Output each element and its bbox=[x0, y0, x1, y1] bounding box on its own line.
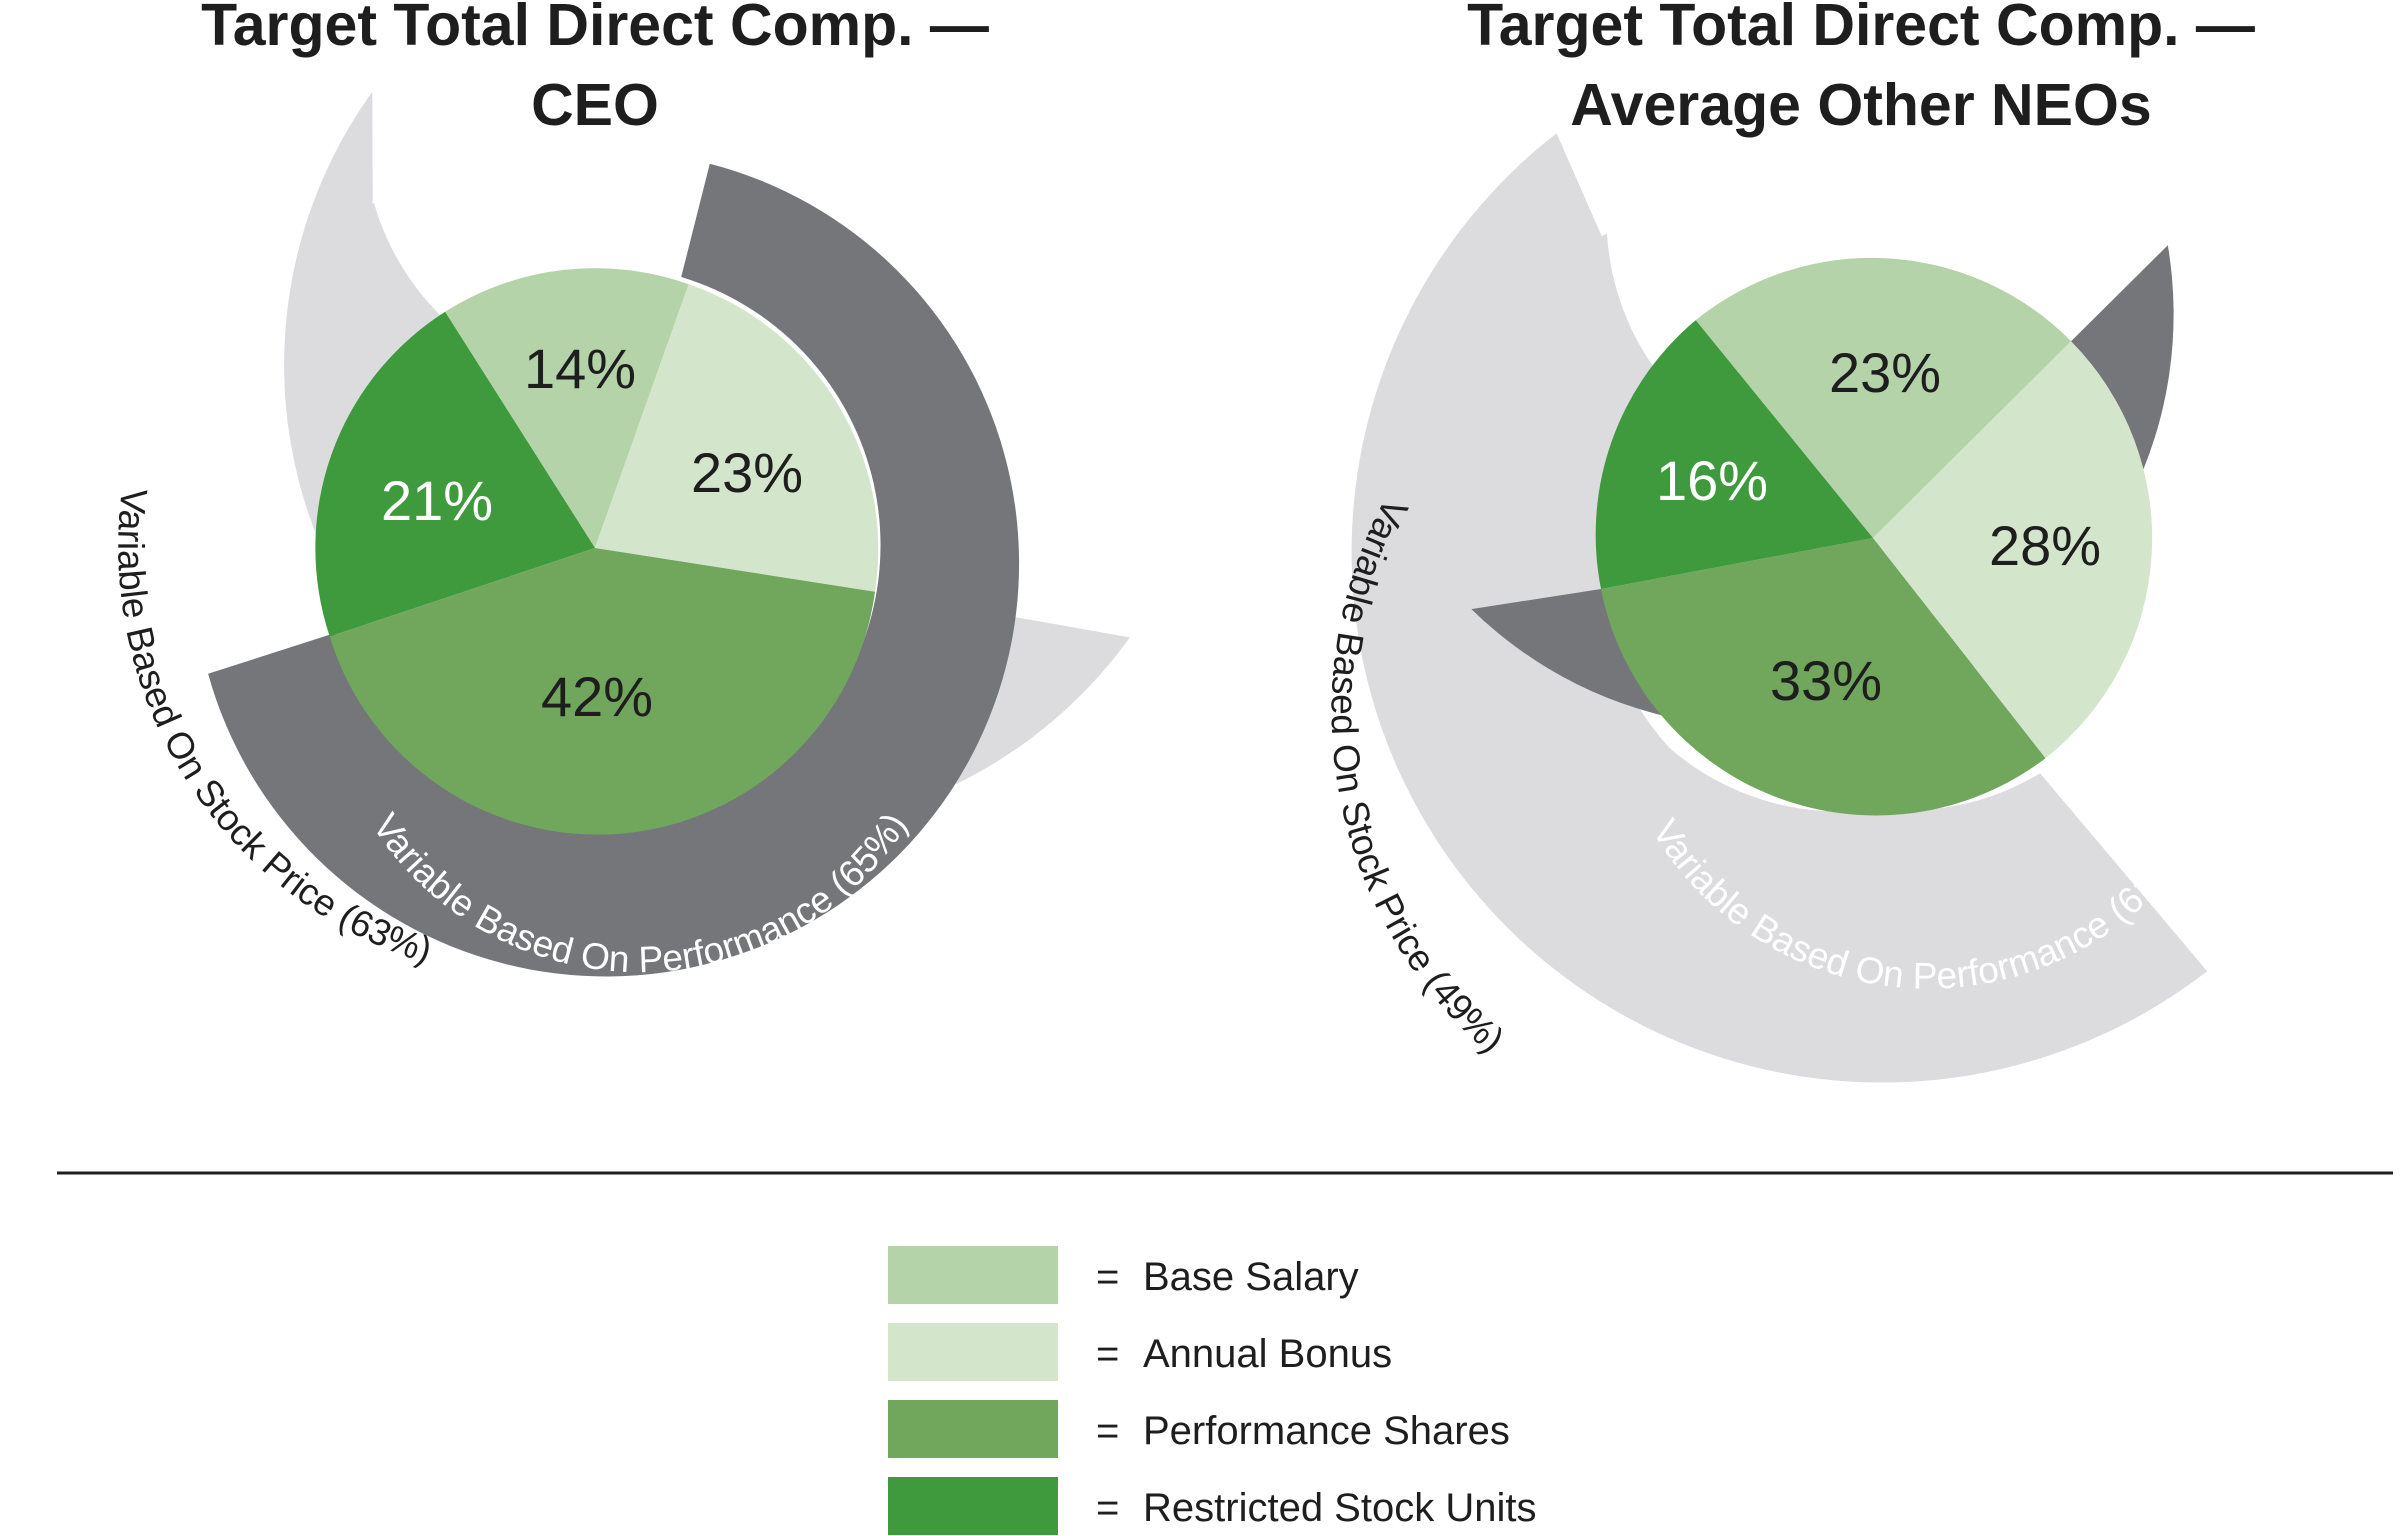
neo-chart: Target Total Direct Comp. — Average Othe… bbox=[1323, 0, 2255, 1083]
ceo-label-base-salary: 14% bbox=[524, 337, 636, 400]
legend-equals-performance-shares: = bbox=[1096, 1409, 1119, 1453]
legend-label-performance-shares: Performance Shares bbox=[1143, 1409, 1510, 1453]
legend-equals-restricted-stock-units: = bbox=[1096, 1486, 1119, 1530]
ceo-pie bbox=[315, 268, 879, 835]
legend-item-performance-shares: = Performance Shares bbox=[888, 1400, 1510, 1458]
ceo-label-performance-shares: 42% bbox=[541, 665, 653, 728]
ceo-performance-ring bbox=[208, 163, 1020, 977]
legend-equals-annual-bonus: = bbox=[1096, 1332, 1119, 1376]
ceo-slice-performance-shares bbox=[329, 548, 875, 835]
neo-chart-title-line-1: Target Total Direct Comp. — bbox=[1467, 0, 2255, 58]
neo-label-restricted-stock-units: 16% bbox=[1656, 449, 1768, 512]
legend-swatch-annual-bonus bbox=[888, 1323, 1058, 1381]
ceo-label-restricted-stock-units: 21% bbox=[381, 469, 493, 532]
neo-label-performance-shares: 33% bbox=[1770, 649, 1882, 712]
legend-equals-base-salary: = bbox=[1096, 1255, 1119, 1299]
legend-item-base-salary: = Base Salary bbox=[888, 1246, 1359, 1304]
neo-pie bbox=[1595, 257, 2153, 816]
ceo-chart-title-line-1: Target Total Direct Comp. — bbox=[201, 0, 989, 58]
ceo-label-annual-bonus: 23% bbox=[691, 441, 803, 504]
neo-slice-annual-bonus bbox=[1873, 341, 2153, 759]
ceo-slice-annual-bonus bbox=[595, 284, 879, 592]
legend-label-base-salary: Base Salary bbox=[1143, 1255, 1359, 1299]
neo-label-annual-bonus: 28% bbox=[1989, 514, 2101, 577]
legend: = Base Salary = Annual Bonus = Performan… bbox=[888, 1246, 1536, 1535]
ceo-slice-restricted-stock-units bbox=[315, 311, 595, 637]
neo-slice-performance-shares bbox=[1601, 538, 2046, 816]
legend-swatch-performance-shares bbox=[888, 1400, 1058, 1458]
neo-stock-price-ring bbox=[1351, 133, 2208, 1083]
neo-chart-title-line-2: Average Other NEOs bbox=[1570, 72, 2151, 138]
neo-slice-base-salary bbox=[1695, 257, 2072, 538]
legend-item-restricted-stock-units: = Restricted Stock Units bbox=[888, 1477, 1536, 1535]
legend-label-restricted-stock-units: Restricted Stock Units bbox=[1143, 1486, 1536, 1530]
ceo-slice-base-salary bbox=[445, 268, 689, 548]
ceo-stock-price-ring bbox=[284, 91, 1130, 846]
neo-label-base-salary: 23% bbox=[1829, 341, 1941, 404]
ceo-chart: Target Total Direct Comp. — CEO 14% 23% … bbox=[110, 0, 1130, 980]
legend-swatch-restricted-stock-units bbox=[888, 1477, 1058, 1535]
ceo-chart-title-line-2: CEO bbox=[531, 72, 659, 138]
neo-slice-restricted-stock-units bbox=[1595, 320, 1873, 589]
legend-label-annual-bonus: Annual Bonus bbox=[1143, 1332, 1392, 1376]
legend-item-annual-bonus: = Annual Bonus bbox=[888, 1323, 1392, 1381]
legend-swatch-base-salary bbox=[888, 1246, 1058, 1304]
